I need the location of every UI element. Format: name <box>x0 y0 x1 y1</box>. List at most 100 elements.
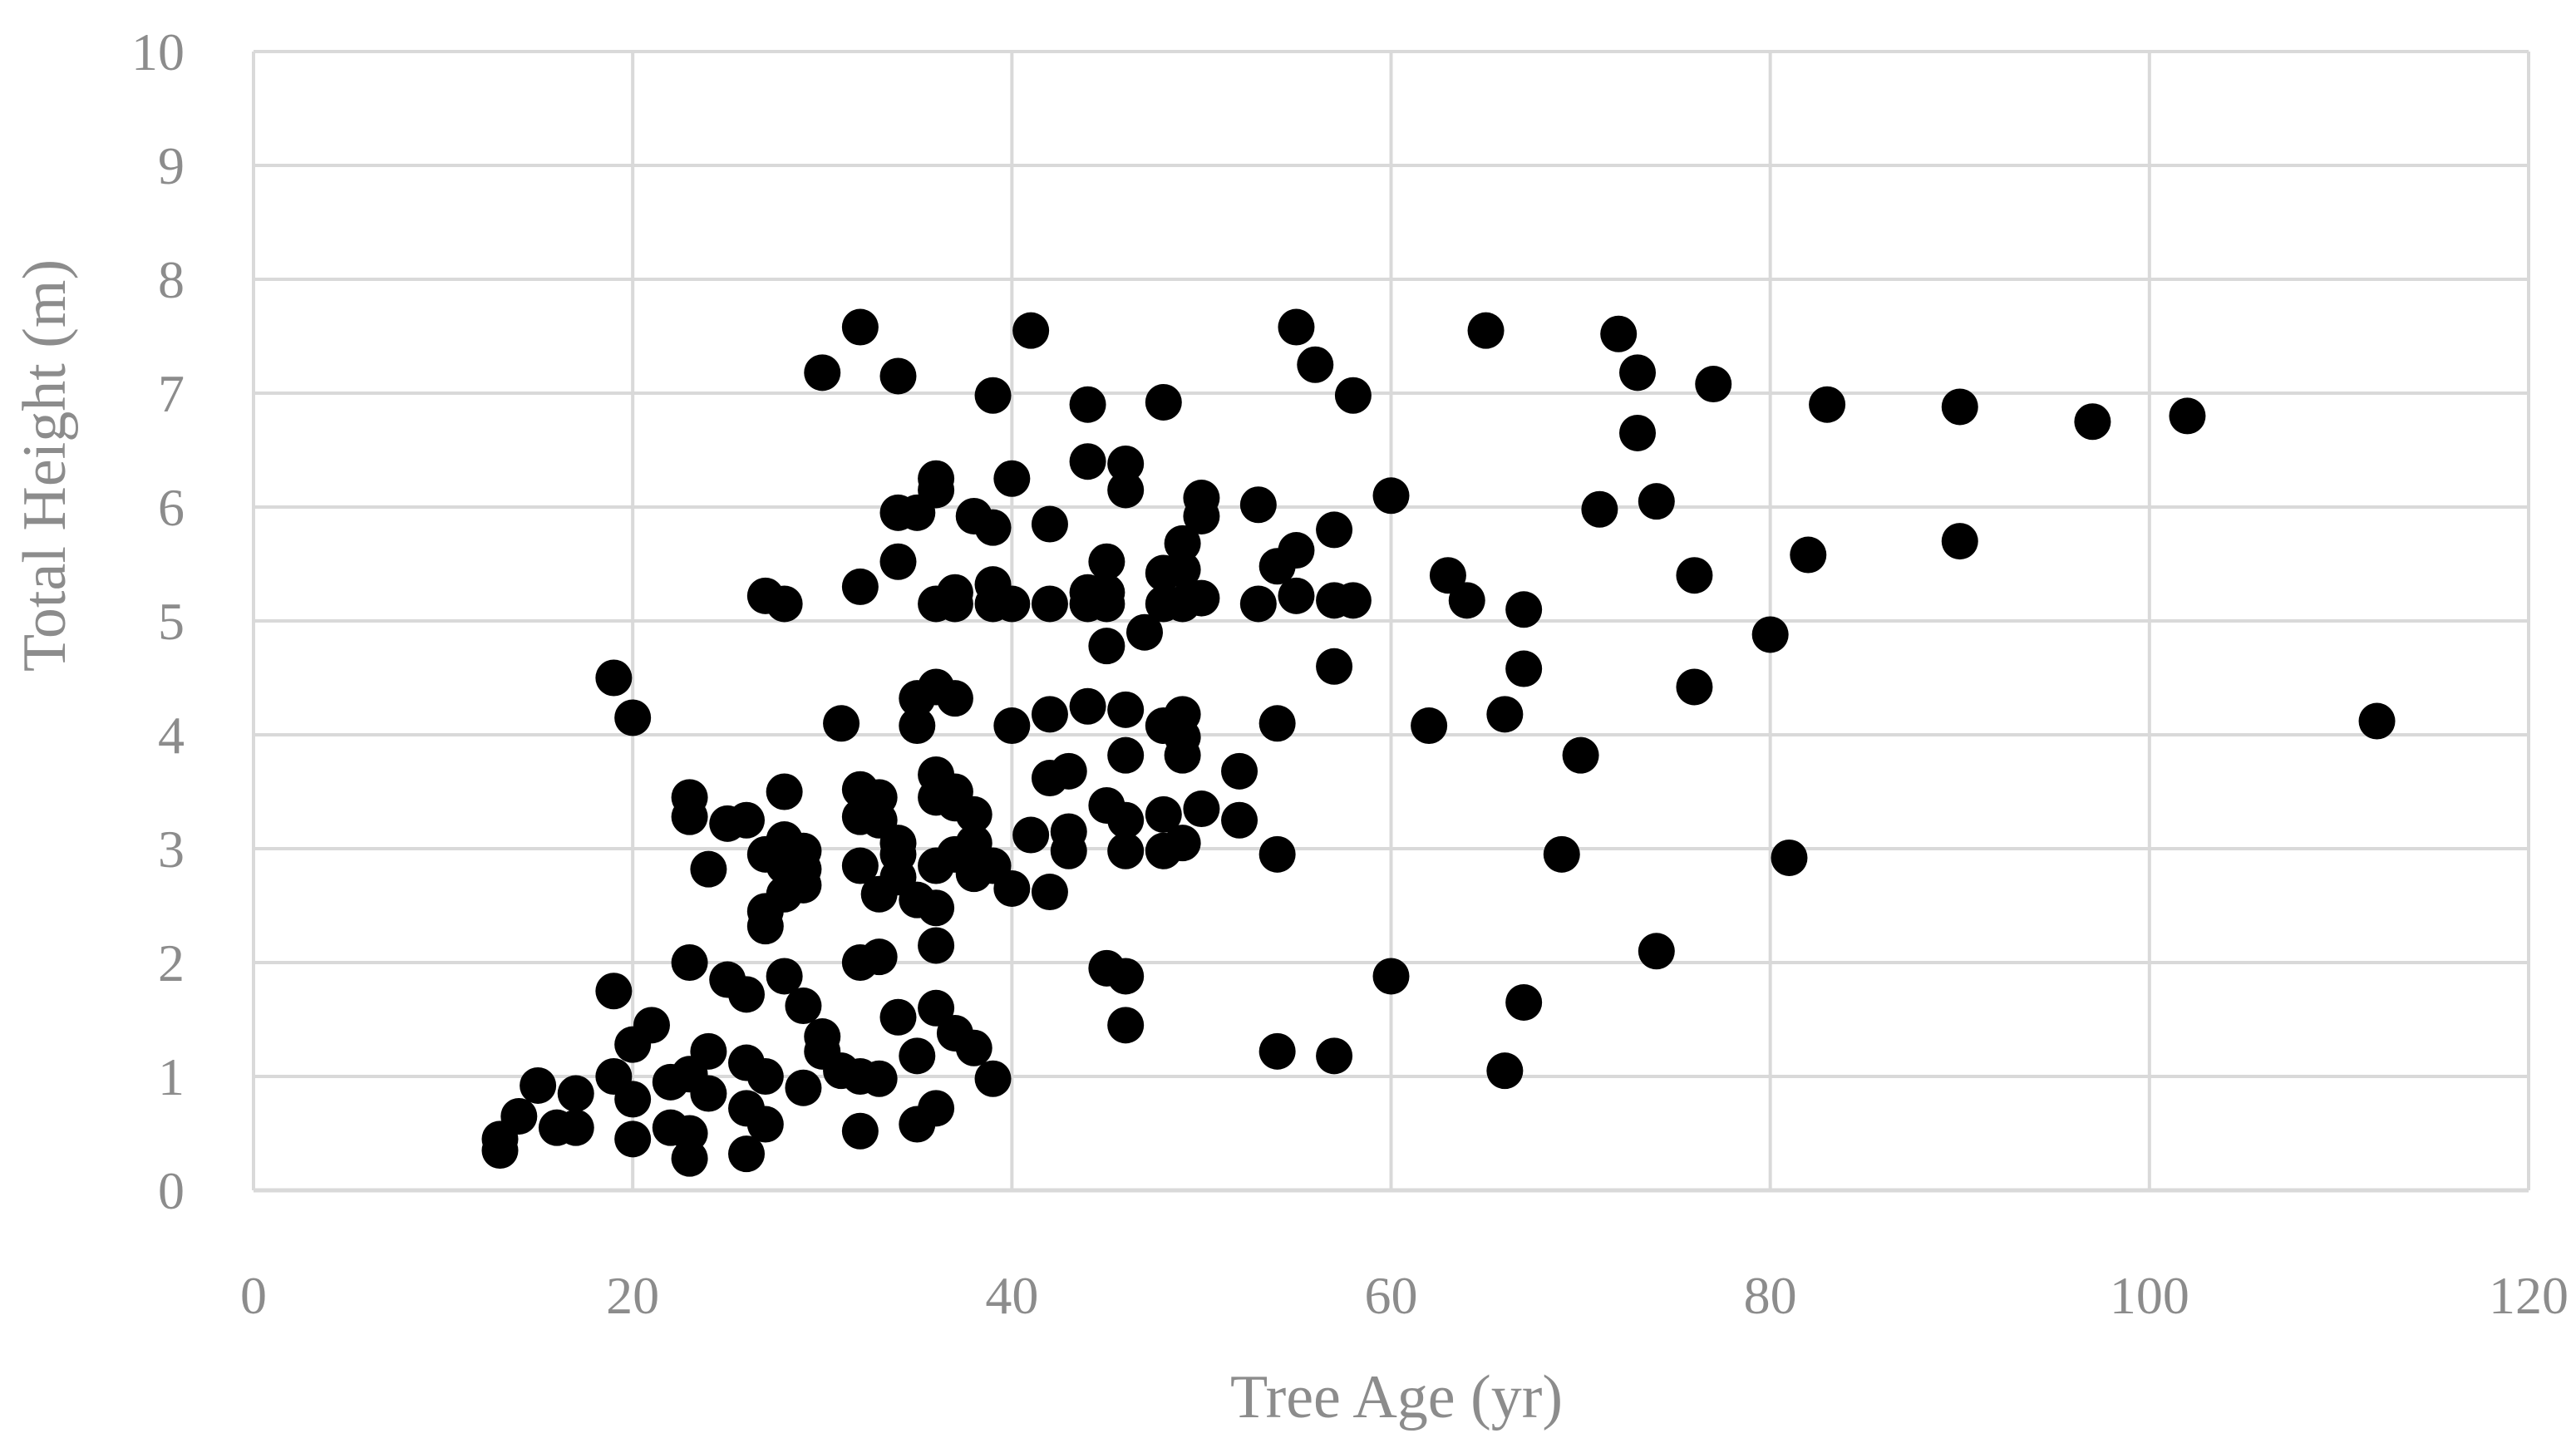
scatter-point <box>955 795 992 833</box>
scatter-point <box>1543 835 1580 873</box>
scatter-point <box>766 958 803 995</box>
scatter-point <box>1334 582 1372 619</box>
scatter-point <box>1164 525 1201 562</box>
scatter-point <box>614 699 652 736</box>
scatter-point <box>1012 312 1050 349</box>
scatter-point <box>728 1135 766 1173</box>
scatter-point <box>1107 736 1145 774</box>
scatter-point <box>1221 752 1258 790</box>
scatter-point <box>1429 557 1466 594</box>
scatter-point <box>1031 585 1068 623</box>
scatter-point <box>1334 377 1372 414</box>
scatter-point <box>918 989 955 1027</box>
scatter-point <box>1145 795 1182 833</box>
scatter-point <box>746 1058 784 1095</box>
scatter-point <box>520 1066 557 1104</box>
y-tick-label: 7 <box>158 364 185 423</box>
scatter-point <box>481 1132 519 1170</box>
scatter-point <box>879 543 917 580</box>
scatter-point <box>1809 386 1846 423</box>
scatter-point <box>595 973 633 1010</box>
scatter-point <box>841 847 879 884</box>
scatter-point <box>1448 582 1485 619</box>
scatter-point <box>993 460 1031 497</box>
scatter-point <box>1600 315 1638 352</box>
scatter-point <box>614 1120 652 1158</box>
scatter-point <box>728 976 766 1013</box>
scatter-point <box>1505 983 1543 1021</box>
scatter-point <box>974 509 1012 546</box>
scatter-point <box>2358 702 2396 740</box>
y-tick-label: 10 <box>131 22 185 81</box>
scatter-point <box>1638 483 1675 520</box>
scatter-point <box>1031 874 1068 911</box>
scatter-point <box>955 1029 992 1066</box>
scatter-point <box>1031 696 1068 733</box>
scatter-point <box>1486 1052 1524 1090</box>
scatter-point <box>728 801 766 839</box>
scatter-point <box>2074 403 2111 441</box>
scatter-point <box>595 659 633 697</box>
scatter-point <box>1239 585 1277 623</box>
scatter-point <box>1069 443 1106 480</box>
scatter-point <box>1372 477 1410 515</box>
scatter-point <box>671 944 708 981</box>
scatter-point <box>1050 752 1087 790</box>
scatter-point <box>1941 523 1978 560</box>
scatter-point <box>1050 832 1087 869</box>
scatter-point <box>1258 835 1296 873</box>
scatter-point <box>785 1069 822 1106</box>
scatter-point <box>1069 386 1106 423</box>
scatter-point <box>1125 613 1163 651</box>
scatter-point <box>1619 414 1657 451</box>
scatter-point <box>841 568 879 605</box>
y-tick-label: 6 <box>158 478 185 537</box>
scatter-point <box>1581 490 1618 528</box>
scatter-point <box>1164 825 1201 862</box>
scatter-point <box>1486 696 1524 733</box>
x-tick-label: 120 <box>2489 1266 2569 1325</box>
scatter-point <box>1278 532 1315 569</box>
scatter-point <box>1372 958 1410 995</box>
scatter-point <box>1107 832 1145 869</box>
scatter-point <box>1183 579 1220 617</box>
scatter-point <box>671 798 708 835</box>
scatter-point <box>1145 383 1182 421</box>
scatter-point <box>1164 551 1201 589</box>
data-points <box>481 308 2396 1177</box>
scatter-point <box>1183 497 1220 534</box>
scatter-point <box>671 1115 708 1152</box>
scatter-point <box>1638 933 1675 970</box>
scatter-point <box>1278 308 1315 346</box>
scatter-point <box>1164 736 1201 774</box>
x-tick-label: 40 <box>985 1266 1038 1325</box>
scatter-point <box>936 680 973 717</box>
scatter-point <box>746 908 784 945</box>
scatter-point <box>785 866 822 904</box>
y-tick-labels: 0 1 2 3 4 5 6 7 8 9 10 <box>131 22 185 1220</box>
scatter-point <box>841 308 879 346</box>
x-tick-label: 20 <box>606 1266 659 1325</box>
scatter-point <box>860 938 898 976</box>
scatter-point <box>1012 816 1050 854</box>
scatter-point <box>1695 366 1732 403</box>
x-tick-label: 100 <box>2110 1266 2189 1325</box>
scatter-point <box>1088 543 1125 580</box>
gridlines <box>252 50 2530 1190</box>
scatter-point <box>1107 471 1145 509</box>
scatter-point <box>1790 536 1827 574</box>
scatter-point <box>1316 648 1353 685</box>
x-axis-label: Tree Age (yr) <box>1230 1363 1563 1431</box>
scatter-point <box>918 927 955 964</box>
y-tick-label: 0 <box>158 1161 185 1220</box>
scatter-point <box>1278 577 1315 614</box>
y-tick-label: 1 <box>158 1047 185 1106</box>
scatter-point <box>1676 668 1713 706</box>
scatter-point <box>1107 801 1145 839</box>
scatter-point <box>899 707 936 745</box>
x-tick-label: 0 <box>240 1266 267 1325</box>
scatter-point <box>936 585 973 623</box>
x-tick-label: 80 <box>1744 1266 1797 1325</box>
y-tick-label: 8 <box>158 250 185 309</box>
